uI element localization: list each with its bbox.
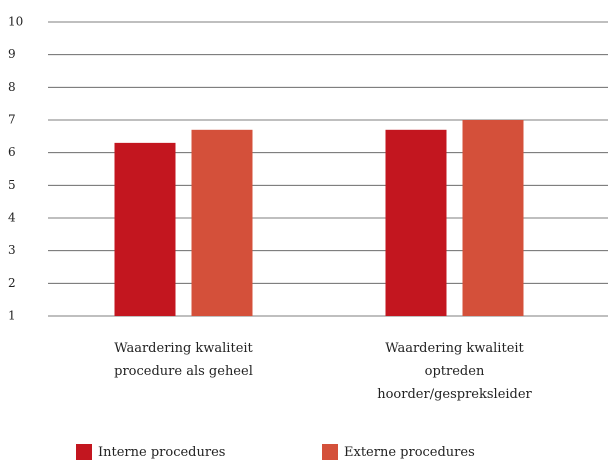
y-tick-label: 8 — [8, 80, 16, 94]
legend-swatch — [322, 444, 338, 460]
y-tick-label: 10 — [8, 15, 23, 29]
y-tick-label: 2 — [8, 276, 16, 290]
legend-swatch — [76, 444, 92, 460]
y-tick-label: 5 — [8, 178, 16, 192]
y-tick-label: 9 — [8, 47, 16, 61]
x-tick-label: Waardering kwaliteit procedure als gehee… — [114, 341, 253, 379]
y-tick-label: 1 — [8, 309, 16, 323]
legend-item: Externe procedures — [322, 444, 475, 460]
bar — [191, 129, 253, 316]
y-tick-label: 6 — [8, 145, 16, 159]
bar — [462, 120, 524, 316]
legend-item: Interne procedures — [76, 444, 225, 460]
bar — [114, 142, 176, 316]
x-tick-label: Waardering kwaliteit optreden hoorder/ge… — [377, 341, 532, 402]
y-tick-label: 3 — [8, 243, 16, 257]
legend-label: Externe procedures — [344, 444, 475, 460]
y-tick-label: 4 — [8, 211, 16, 225]
legend-label: Interne procedures — [98, 444, 226, 460]
y-tick-label: 7 — [8, 113, 16, 127]
bar — [385, 129, 447, 316]
